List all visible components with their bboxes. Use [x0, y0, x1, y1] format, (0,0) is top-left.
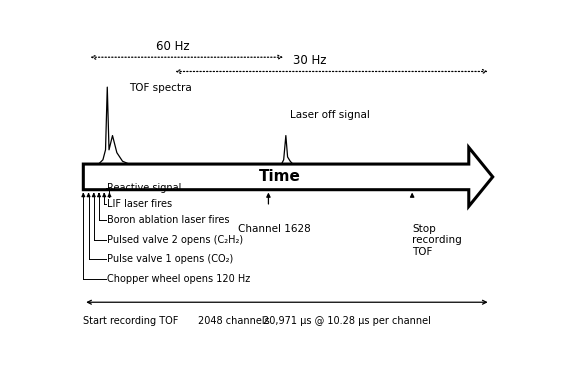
- Text: Time: Time: [259, 169, 300, 184]
- Text: Chopper wheel opens 120 Hz: Chopper wheel opens 120 Hz: [107, 275, 251, 285]
- Text: 2048 channels: 2048 channels: [198, 316, 269, 326]
- Text: Pulsed valve 2 opens (C₂H₂): Pulsed valve 2 opens (C₂H₂): [107, 235, 243, 245]
- Text: Start recording TOF: Start recording TOF: [83, 316, 179, 326]
- FancyArrow shape: [83, 147, 493, 206]
- Text: Stop
recording
TOF: Stop recording TOF: [412, 224, 462, 257]
- Text: LIF laser fires: LIF laser fires: [107, 199, 173, 209]
- Text: 30 Hz: 30 Hz: [293, 54, 327, 67]
- Text: Laser off signal: Laser off signal: [290, 110, 370, 120]
- Text: Pulse valve 1 opens (CO₂): Pulse valve 1 opens (CO₂): [107, 255, 234, 265]
- Text: Reactive signal: Reactive signal: [107, 183, 182, 193]
- Text: 60 Hz: 60 Hz: [156, 40, 189, 53]
- Text: TOF spectra: TOF spectra: [129, 83, 192, 93]
- Text: 20,971 μs @ 10.28 μs per channel: 20,971 μs @ 10.28 μs per channel: [263, 316, 430, 326]
- Text: Boron ablation laser fires: Boron ablation laser fires: [107, 215, 230, 225]
- Text: Channel 1628: Channel 1628: [238, 224, 311, 234]
